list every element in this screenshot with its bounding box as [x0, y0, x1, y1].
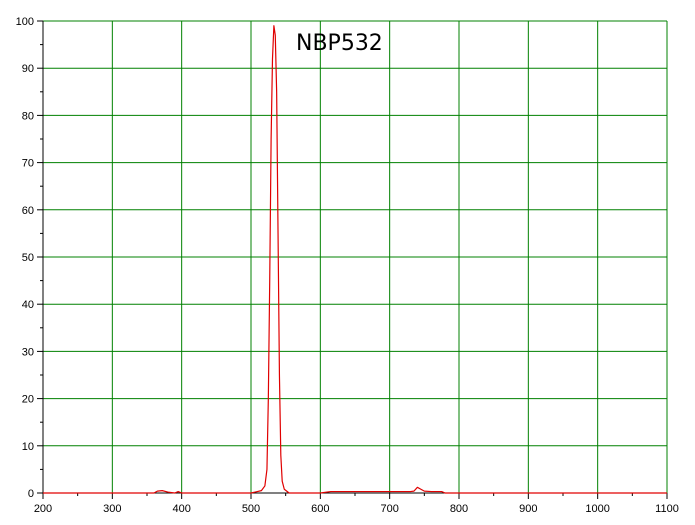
x-tick-label: 1100: [655, 503, 679, 515]
y-tick-label: 90: [22, 63, 34, 75]
grid: [43, 20, 668, 493]
series-line-0: [43, 25, 667, 494]
y-tick-label: 100: [16, 16, 34, 28]
x-tick-label: 300: [103, 503, 121, 515]
series-layer: [43, 25, 667, 494]
x-tick-label: 400: [172, 503, 190, 515]
y-tick-label: 70: [22, 158, 34, 170]
y-tick-label: 0: [28, 488, 34, 500]
x-tick-label: 1000: [585, 503, 609, 515]
y-tick-label: 30: [22, 346, 34, 358]
x-tick-label: 500: [242, 503, 260, 515]
chart-title: NBP532: [296, 31, 383, 56]
x-tick-label: 200: [34, 503, 52, 515]
y-tick-label: 80: [22, 110, 34, 122]
y-tick-label: 20: [22, 394, 34, 406]
x-tick-label: 700: [380, 503, 398, 515]
x-tick-label: 900: [519, 503, 537, 515]
x-tick-label: 800: [450, 503, 468, 515]
y-tick-label: 60: [22, 205, 34, 217]
tick-labels: 200 300 400 500 600 700 800 900 1000 1100 0 10 20 30 4…: [16, 16, 679, 515]
y-tick-label: 10: [22, 441, 34, 453]
y-tick-label: 40: [22, 299, 34, 311]
y-tick-label: 50: [22, 252, 34, 264]
x-tick-label: 600: [311, 503, 329, 515]
